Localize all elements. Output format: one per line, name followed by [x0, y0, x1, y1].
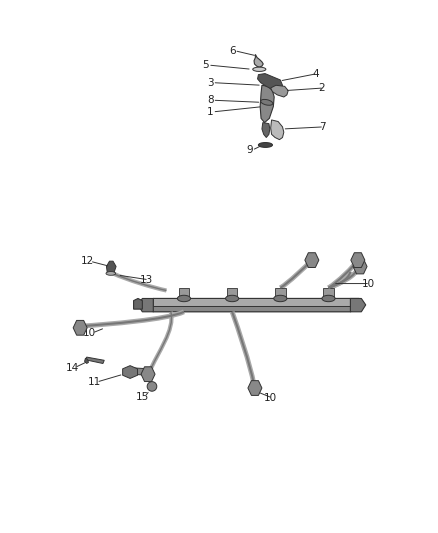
Polygon shape — [153, 298, 359, 306]
Polygon shape — [260, 85, 274, 123]
Text: 10: 10 — [264, 393, 277, 403]
Polygon shape — [179, 288, 189, 298]
Polygon shape — [323, 288, 334, 298]
Text: 4: 4 — [312, 69, 319, 78]
Polygon shape — [85, 357, 104, 364]
Polygon shape — [145, 298, 359, 312]
Ellipse shape — [258, 142, 272, 147]
Polygon shape — [353, 259, 367, 274]
Polygon shape — [254, 54, 263, 67]
Polygon shape — [123, 366, 138, 378]
Text: 1: 1 — [207, 107, 214, 117]
Ellipse shape — [106, 272, 116, 276]
Text: 11: 11 — [88, 377, 101, 387]
Ellipse shape — [226, 295, 239, 302]
Text: 8: 8 — [207, 95, 214, 105]
Text: 12: 12 — [81, 256, 94, 266]
Polygon shape — [258, 74, 283, 93]
Polygon shape — [350, 298, 366, 312]
Polygon shape — [275, 288, 286, 298]
Text: 6: 6 — [229, 46, 236, 55]
Polygon shape — [85, 358, 88, 364]
Text: 2: 2 — [318, 83, 325, 93]
Polygon shape — [227, 288, 237, 298]
Text: 7: 7 — [318, 122, 325, 132]
Text: 3: 3 — [207, 78, 214, 87]
Text: 10: 10 — [361, 279, 374, 288]
Polygon shape — [248, 381, 262, 395]
Polygon shape — [271, 85, 288, 97]
Text: 15: 15 — [136, 392, 149, 402]
Text: 5: 5 — [202, 60, 209, 70]
Ellipse shape — [177, 295, 191, 302]
Polygon shape — [271, 120, 284, 140]
Polygon shape — [351, 253, 365, 268]
Polygon shape — [129, 368, 150, 375]
Polygon shape — [262, 123, 270, 138]
Text: 13: 13 — [140, 275, 153, 285]
Ellipse shape — [274, 295, 287, 302]
Text: 10: 10 — [83, 328, 96, 338]
Polygon shape — [141, 367, 155, 382]
Text: 14: 14 — [66, 363, 79, 373]
Text: 9: 9 — [246, 146, 253, 155]
Polygon shape — [305, 253, 319, 268]
Ellipse shape — [261, 100, 273, 105]
Polygon shape — [138, 298, 153, 312]
Polygon shape — [134, 298, 142, 309]
Ellipse shape — [253, 67, 266, 71]
Ellipse shape — [147, 382, 157, 391]
Ellipse shape — [322, 295, 335, 302]
Polygon shape — [73, 320, 87, 335]
Polygon shape — [106, 261, 116, 273]
